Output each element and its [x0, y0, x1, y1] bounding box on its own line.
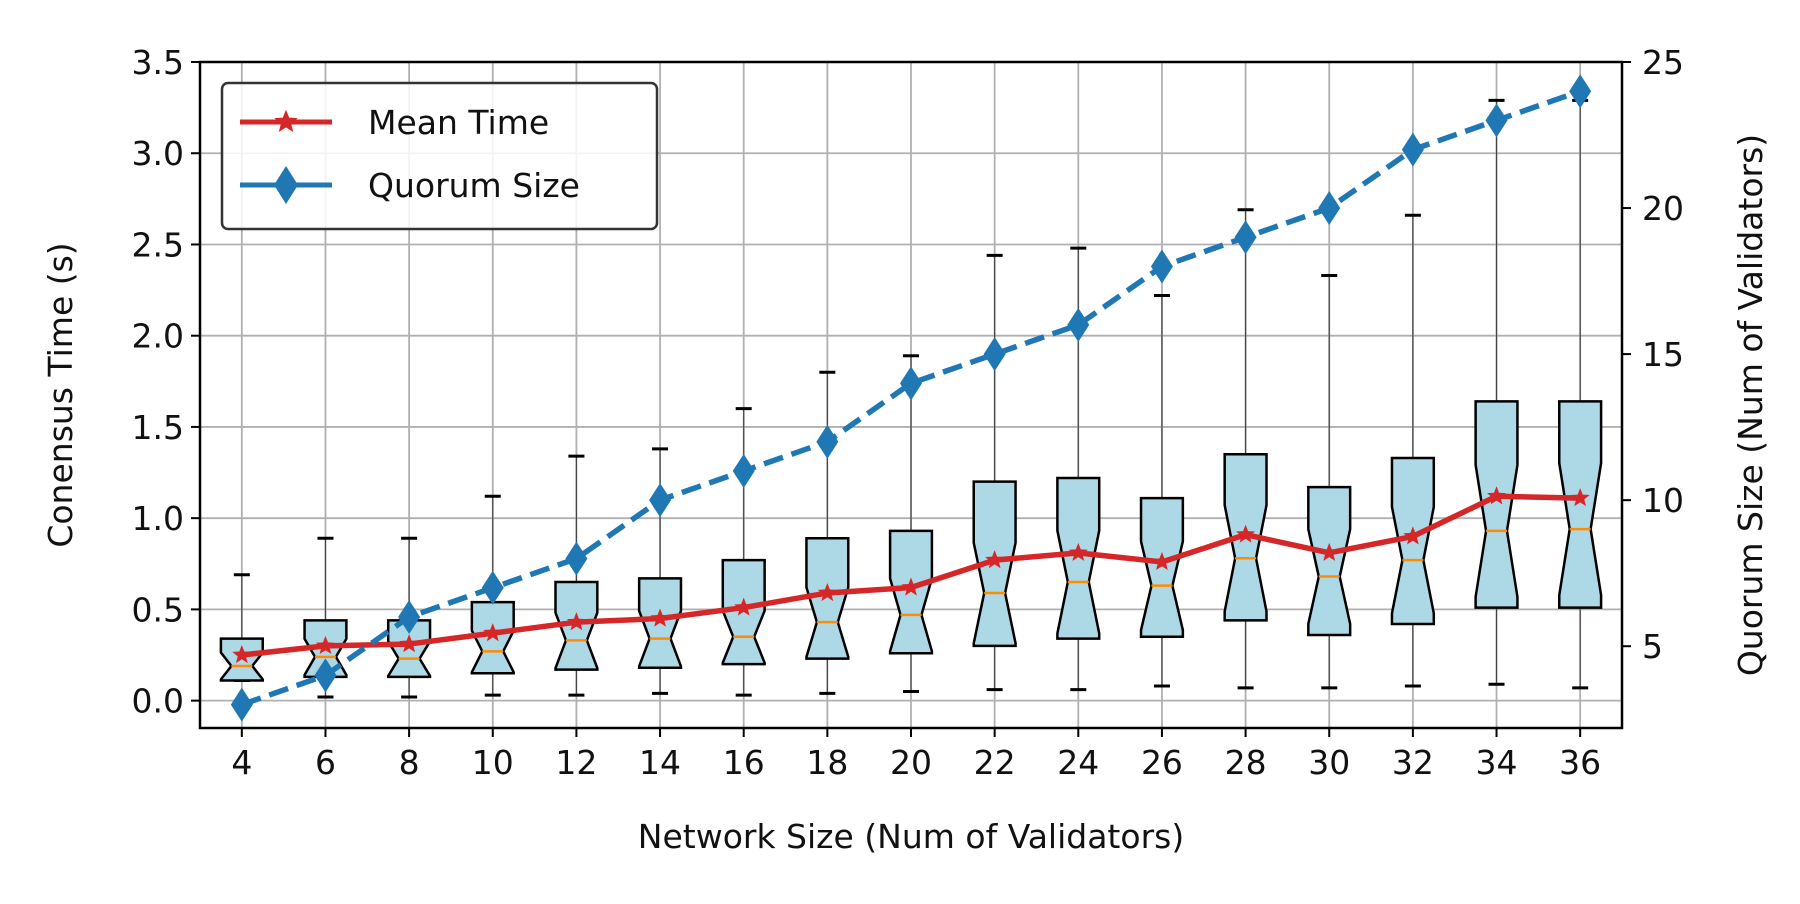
x-tick-label: 22	[974, 743, 1016, 782]
x-tick-label: 18	[806, 743, 848, 782]
legend: Mean Time Quorum Size	[220, 81, 659, 231]
box	[1390, 456, 1436, 626]
quorum-size-point	[1150, 249, 1173, 284]
legend-label-mean-time: Mean Time	[368, 103, 549, 142]
box	[219, 637, 264, 682]
quorum-size-point	[732, 453, 755, 488]
mean-time-point	[817, 582, 837, 602]
series-line-quorum-size	[240, 88, 1582, 708]
quorum-size-point	[1485, 103, 1508, 138]
legend-label-quorum-size: Quorum Size	[368, 166, 580, 205]
x-tick-label: 26	[1141, 743, 1183, 782]
quorum-size-point	[1569, 74, 1592, 109]
x-tick-label: 10	[472, 743, 514, 782]
mean-time-point	[901, 577, 921, 596]
quorum-size-point	[230, 687, 253, 722]
quorum-size-point	[481, 570, 504, 605]
y2-tick-label: 15	[1642, 335, 1684, 374]
y-axis-title: Conensus Time (s)	[41, 242, 80, 547]
mean-time-point	[1403, 526, 1423, 545]
x-tick-label: 20	[890, 743, 932, 782]
y-tick-label: 3.5	[132, 43, 184, 82]
y-tick-label: 0.5	[132, 590, 184, 629]
mean-time-point	[1319, 542, 1339, 561]
x-tick-label: 36	[1559, 743, 1601, 782]
x-tick-label: 12	[555, 743, 597, 782]
x-tick-label: 8	[399, 743, 420, 782]
mean-time-point	[232, 645, 252, 664]
y-tick-label: 1.0	[132, 499, 184, 538]
box	[470, 600, 515, 675]
legend-marker-quorum-size	[274, 166, 298, 204]
series-layer	[230, 74, 1592, 722]
quorum-size-point	[1318, 191, 1341, 226]
quorum-size-point	[1234, 220, 1257, 255]
box	[805, 536, 850, 660]
box	[1474, 400, 1519, 609]
x-tick-label: 28	[1225, 743, 1267, 782]
y2-tick-label: 20	[1642, 189, 1684, 228]
y-tick-label: 2.5	[132, 225, 184, 264]
y-tick-label: 3.0	[132, 134, 184, 173]
mean-time-point	[1236, 524, 1256, 543]
mean-time-point	[1487, 486, 1507, 505]
mean-time-point	[566, 612, 586, 631]
x-tick-label: 6	[315, 743, 336, 782]
box	[888, 529, 934, 655]
x-tick-label: 14	[639, 743, 681, 782]
x-tick-label: 16	[723, 743, 765, 782]
x-tick-label: 32	[1392, 743, 1434, 782]
quorum-size-point	[1067, 307, 1090, 342]
quorum-size-point	[816, 424, 839, 459]
mean-time-point	[483, 623, 503, 642]
box	[1139, 496, 1185, 639]
x-tick-label: 24	[1057, 743, 1099, 782]
box	[721, 558, 766, 666]
y-tick-label: 2.0	[132, 317, 184, 356]
x-tick-label: 34	[1476, 743, 1518, 782]
axis-layer: 4 6 8 10 12 14 16 18 20 22 24 26 28 30 32 34 36 0.0 0.5 1.0…	[132, 43, 1684, 782]
y2-axis-title: Quorum Size (Num of Validators)	[1731, 134, 1770, 676]
x-axis-title: Network Size (Num of Validators)	[638, 817, 1184, 856]
quorum-size-point	[649, 483, 672, 518]
box	[386, 619, 432, 679]
mean-time-point	[1570, 488, 1590, 507]
legend-marker-mean-time	[274, 109, 298, 132]
y2-tick-label: 25	[1642, 43, 1684, 82]
quorum-size-point	[314, 658, 337, 693]
quorum-size-point	[1401, 132, 1424, 167]
box	[1558, 400, 1603, 609]
box	[1056, 476, 1101, 640]
mean-time-point	[734, 597, 754, 616]
x-tick-label: 4	[231, 743, 252, 782]
mean-time-point	[650, 608, 670, 627]
y2-tick-label: 5	[1642, 627, 1663, 666]
mean-time-point	[1152, 551, 1172, 571]
quorum-size-point	[398, 600, 421, 634]
quorum-size-point	[900, 366, 922, 401]
quorum-size-point	[565, 541, 588, 576]
y2-tick-label: 10	[1642, 481, 1684, 520]
mean-time-point	[399, 634, 419, 653]
mean-time-point	[985, 550, 1005, 569]
mean-time-point	[1068, 542, 1088, 561]
mean-time-point	[315, 635, 335, 654]
quorum-size-point	[983, 337, 1006, 372]
box	[637, 577, 683, 670]
box	[1307, 485, 1352, 637]
x-tick-label: 30	[1308, 743, 1350, 782]
y-tick-label: 0.0	[132, 682, 184, 721]
y-tick-label: 1.5	[132, 408, 184, 447]
